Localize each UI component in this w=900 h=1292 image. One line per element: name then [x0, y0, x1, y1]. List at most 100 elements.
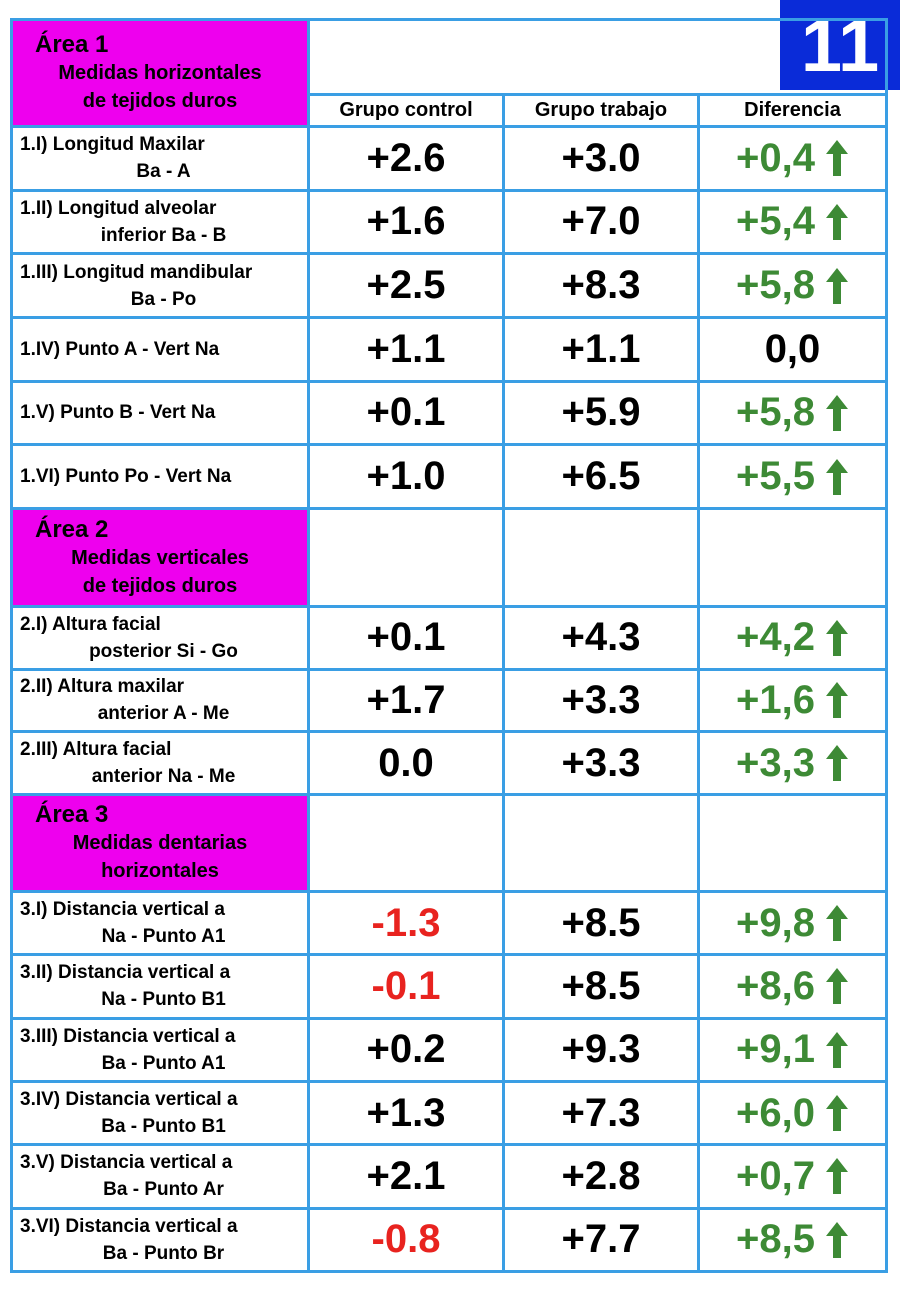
- row-label-line: 1.III) Longitud mandibular: [20, 261, 253, 283]
- control-value: +1.6: [366, 199, 446, 244]
- row-label: 3.I) Distancia vertical a Na - Punto A1: [10, 890, 310, 957]
- diferencia-cell: +5,8: [697, 379, 888, 447]
- up-arrow: [825, 1221, 848, 1258]
- row-label-line: 2.II) Altura maxilar: [20, 676, 185, 698]
- control-cell: +1.0: [307, 443, 505, 510]
- trabajo-cell: +8.5: [502, 890, 700, 957]
- up-arrow: [825, 1158, 848, 1195]
- row-label-line: anterior Na - Me: [91, 766, 236, 788]
- diferencia-cell: +6,0: [697, 1080, 888, 1147]
- diferencia-cell: +8,6: [697, 953, 888, 1020]
- control-cell: +1.3: [307, 1080, 505, 1147]
- diferencia-cell: +9,8: [697, 890, 888, 957]
- up-arrow: [825, 140, 848, 177]
- diferencia-cell: +8,5: [697, 1206, 888, 1273]
- control-cell: -0.8: [307, 1206, 505, 1273]
- diferencia-value: +0,4: [736, 135, 815, 180]
- column-header-text: Grupo trabajo: [534, 99, 668, 121]
- column-header: Grupo trabajo: [502, 93, 700, 128]
- trabajo-value: +4.3: [561, 615, 641, 660]
- area-header: Área 1 Medidas horizontales de tejidos dur…: [10, 18, 310, 128]
- row-label-line: 3.II) Distancia vertical a: [20, 962, 231, 984]
- control-cell: +1.1: [307, 316, 505, 383]
- control-cell: -0.1: [307, 953, 505, 1020]
- row-label: 1.IV) Punto A - Vert Na: [10, 316, 310, 383]
- row-label-line: 2.I) Altura facial: [20, 613, 161, 635]
- row-label-line: 1.IV) Punto A - Vert Na: [20, 338, 220, 360]
- row-label: 1.V) Punto B - Vert Na: [10, 379, 310, 447]
- row-label-line: Ba - Punto Ar: [103, 1179, 224, 1201]
- row-label-line: Ba - Punto B1: [101, 1116, 226, 1138]
- trabajo-cell: +5.9: [502, 379, 700, 447]
- row-label-line: posterior Si - Go: [89, 640, 238, 662]
- diferencia-value: +9,1: [736, 1027, 815, 1072]
- up-arrow: [825, 619, 848, 656]
- trabajo-value: +5.9: [561, 390, 641, 435]
- header-blank: [307, 18, 888, 96]
- row-label-line: 3.III) Distancia vertical a: [20, 1025, 236, 1047]
- row-label-line: 3.V) Distancia vertical a: [20, 1152, 233, 1174]
- row-label-line: 1.II) Longitud alveolar: [20, 197, 217, 219]
- row-label-line: Ba - A: [136, 161, 191, 183]
- up-arrow: [825, 682, 848, 719]
- control-cell: +0.1: [307, 379, 505, 447]
- diferencia-value: +5,4: [736, 199, 815, 244]
- diferencia-cell: +5,5: [697, 443, 888, 510]
- trabajo-cell: +8.3: [502, 252, 700, 319]
- control-cell: +0.1: [307, 605, 505, 671]
- row-label: 3.II) Distancia vertical a Na - Punto B1: [10, 953, 310, 1020]
- blank-cell: [307, 793, 505, 893]
- area-subtitle: Medidas dentarias: [72, 832, 248, 854]
- blank-cell: [502, 793, 700, 893]
- diferencia-value: +9,8: [736, 900, 815, 945]
- trabajo-cell: +7.0: [502, 188, 700, 256]
- column-header: Grupo control: [307, 93, 505, 128]
- control-cell: +1.7: [307, 667, 505, 734]
- diferencia-cell: +5,4: [697, 188, 888, 256]
- trabajo-value: +9.3: [561, 1027, 641, 1072]
- up-arrow: [825, 1095, 848, 1132]
- up-arrow: [825, 968, 848, 1005]
- up-arrow: [825, 745, 848, 782]
- diferencia-value: +6,0: [736, 1090, 815, 1135]
- diferencia-value: +5,5: [736, 454, 815, 499]
- blank-cell: [307, 507, 505, 608]
- area-header: Área 2 Medidas verticales de tejidos duros: [10, 507, 310, 608]
- trabajo-cell: +1.1: [502, 316, 700, 383]
- trabajo-value: +3.3: [561, 740, 641, 785]
- row-label-line: 3.I) Distancia vertical a: [20, 899, 225, 921]
- area-subtitle: Medidas horizontales: [58, 62, 262, 84]
- diferencia-cell: +4,2: [697, 605, 888, 671]
- trabajo-cell: +9.3: [502, 1016, 700, 1083]
- row-label: 1.VI) Punto Po - Vert Na: [10, 443, 310, 510]
- control-value: +1.0: [366, 454, 446, 499]
- diferencia-cell: +0,4: [697, 125, 888, 192]
- row-label: 2.III) Altura facial anterior Na - Me: [10, 730, 310, 796]
- area-title: Área 1: [35, 31, 109, 58]
- row-label-line: Na - Punto A1: [101, 926, 226, 948]
- control-cell: +2.6: [307, 125, 505, 192]
- trabajo-value: +3.3: [561, 677, 641, 722]
- area-subtitle: Medidas verticales: [71, 546, 249, 569]
- trabajo-value: +1.1: [561, 326, 641, 371]
- row-label-line: 1.V) Punto B - Vert Na: [20, 402, 216, 424]
- trabajo-value: +7.7: [561, 1217, 641, 1262]
- column-header: Diferencia: [697, 93, 888, 128]
- trabajo-cell: +2.8: [502, 1143, 700, 1210]
- control-cell: -1.3: [307, 890, 505, 957]
- control-value: +2.6: [366, 135, 446, 180]
- diferencia-value: +8,5: [736, 1217, 815, 1262]
- trabajo-cell: +6.5: [502, 443, 700, 510]
- trabajo-cell: +7.3: [502, 1080, 700, 1147]
- diferencia-value: +1,6: [736, 677, 815, 722]
- trabajo-cell: +8.5: [502, 953, 700, 1020]
- row-label: 1.I) Longitud Maxilar Ba - A: [10, 125, 310, 192]
- row-label: 2.II) Altura maxilar anterior A - Me: [10, 667, 310, 734]
- row-label-line: 2.III) Altura facial: [20, 739, 172, 761]
- row-label-line: anterior A - Me: [97, 703, 230, 725]
- trabajo-value: +7.3: [561, 1090, 641, 1135]
- area-title: Área 2: [35, 515, 109, 543]
- control-cell: +2.1: [307, 1143, 505, 1210]
- control-value: -0.1: [371, 963, 441, 1008]
- trabajo-cell: +3.3: [502, 667, 700, 734]
